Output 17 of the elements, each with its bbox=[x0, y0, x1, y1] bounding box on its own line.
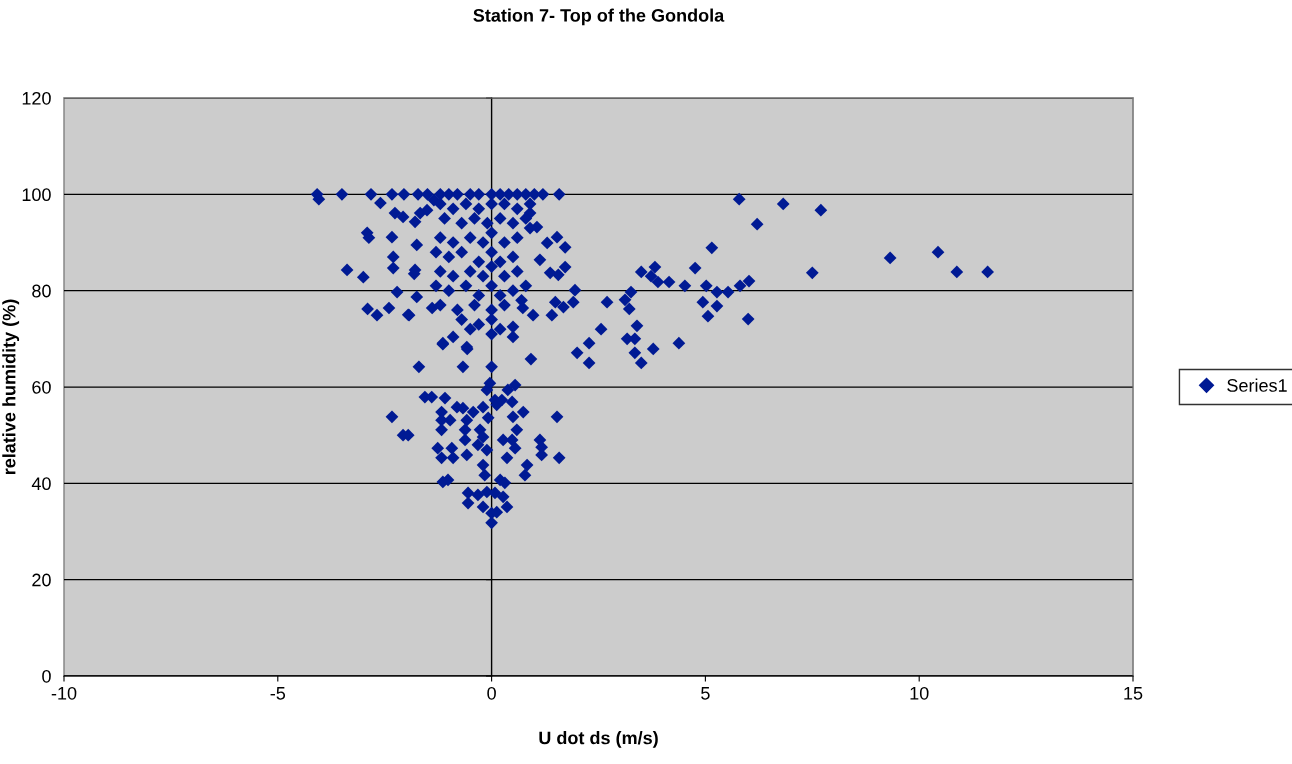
y-tick-label: 80 bbox=[32, 284, 51, 298]
x-axis-title: U dot ds (m/s) bbox=[539, 731, 658, 748]
y-tick-label: 60 bbox=[32, 380, 51, 394]
x-tick-label: 15 bbox=[1124, 687, 1143, 700]
y-axis-title: relative humidity (%) bbox=[2, 299, 20, 475]
x-tick-label: -10 bbox=[51, 686, 77, 700]
chart-title: Station 7- Top of the Gondola bbox=[473, 8, 725, 26]
y-tick-label: 40 bbox=[31, 477, 51, 491]
y-tick-label: 120 bbox=[22, 91, 51, 105]
x-tick-label: 0 bbox=[487, 686, 496, 700]
y-tick-label: 100 bbox=[22, 188, 51, 202]
y-tick-label: 20 bbox=[32, 573, 51, 587]
x-tick-label: -5 bbox=[270, 687, 286, 700]
x-tick-label: 10 bbox=[910, 686, 929, 700]
y-tick-label: 0 bbox=[42, 669, 51, 683]
x-tick-label: 5 bbox=[701, 687, 710, 700]
legend-label: Series1 bbox=[1227, 378, 1287, 392]
